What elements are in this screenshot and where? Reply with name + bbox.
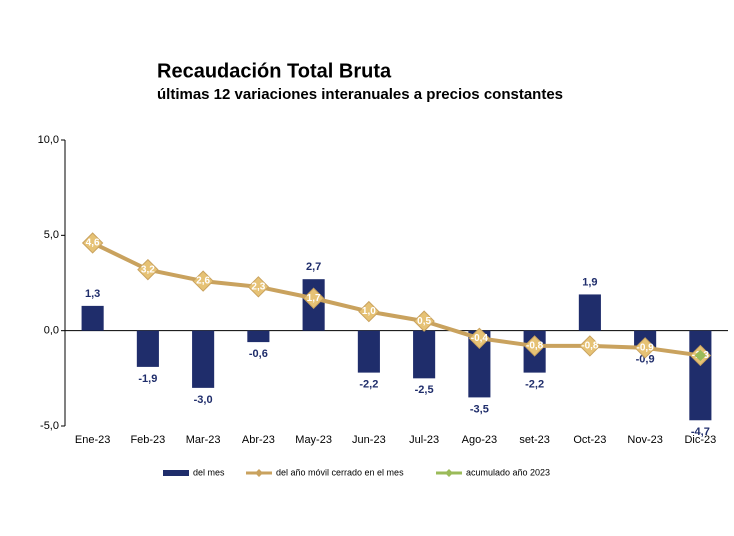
bar-label: -2,2 xyxy=(359,379,378,391)
marker xyxy=(192,270,214,292)
line-label: 1,7 xyxy=(307,293,321,304)
x-tick-label: Ene-23 xyxy=(75,434,110,446)
marker xyxy=(468,327,491,350)
bar-label: -2,5 xyxy=(415,384,434,396)
x-tick-label: set-23 xyxy=(519,434,550,446)
bar xyxy=(81,305,104,331)
marker xyxy=(523,335,546,357)
marker xyxy=(634,337,656,359)
x-tick-label: Ago-23 xyxy=(462,434,497,446)
marker xyxy=(302,287,325,309)
bar-label: 1,9 xyxy=(582,276,597,288)
x-tick-label: Mar-23 xyxy=(186,434,221,446)
x-tick-label: Oct-23 xyxy=(573,434,606,446)
x-tick-label: Feb-23 xyxy=(130,434,165,446)
line-label: -0,9 xyxy=(637,342,655,353)
y-tick-label: 0,0 xyxy=(44,325,59,337)
bar xyxy=(468,330,491,398)
y-tick-label: -5,0 xyxy=(40,420,59,432)
marker xyxy=(413,310,435,332)
line-label: 2,6 xyxy=(196,276,210,287)
x-tick-label: Jun-23 xyxy=(352,434,386,446)
y-tick-label: 10,0 xyxy=(38,134,59,146)
x-tick-label: Nov-23 xyxy=(627,434,662,446)
legend-label: acumulado año 2023 xyxy=(466,467,550,477)
chart-title: Recaudación Total Bruta xyxy=(157,60,392,82)
bar-label: 2,7 xyxy=(306,261,321,273)
marker xyxy=(694,349,707,362)
line-label: -0,8 xyxy=(581,341,599,352)
legend-swatch xyxy=(163,470,189,476)
bar-label: -3,0 xyxy=(194,394,213,406)
bar xyxy=(192,330,215,388)
bar-label: -3,5 xyxy=(470,403,489,415)
line-label: 3,2 xyxy=(141,264,155,275)
legend-label: del mes xyxy=(193,467,225,477)
legend-marker xyxy=(445,469,453,477)
bar xyxy=(689,330,712,421)
marker xyxy=(137,258,159,281)
legend-marker xyxy=(255,469,263,477)
bar xyxy=(247,330,270,343)
bar xyxy=(413,330,436,379)
chart-subtitle: últimas 12 variaciones interanuales a pr… xyxy=(157,86,563,103)
line-label: -0,4 xyxy=(471,333,489,344)
x-tick-label: Jul-23 xyxy=(409,434,439,446)
x-tick-label: Abr-23 xyxy=(242,434,275,446)
line-label: 2,3 xyxy=(251,281,265,292)
x-tick-label: Dic-23 xyxy=(684,434,716,446)
bar-label: -0,9 xyxy=(636,354,655,366)
bar-label: 1,3 xyxy=(85,288,100,300)
line-label: 4,6 xyxy=(86,238,100,249)
line xyxy=(91,241,701,358)
bar xyxy=(578,294,601,331)
bar-label: -2,2 xyxy=(525,379,544,391)
marker xyxy=(579,335,601,357)
y-tick-label: 5,0 xyxy=(44,229,59,241)
bar-label: -0,6 xyxy=(249,348,268,360)
bar xyxy=(136,330,159,367)
line-label: 0,5 xyxy=(417,316,431,327)
marker xyxy=(81,232,104,254)
bar xyxy=(357,330,380,373)
line-label: 1,0 xyxy=(362,306,376,317)
marker xyxy=(247,276,270,298)
line-label: -0,8 xyxy=(526,341,544,352)
bar-label: -4,7 xyxy=(691,426,710,438)
x-tick-label: May-23 xyxy=(295,434,332,446)
legend-label: del año móvil cerrado en el mes xyxy=(276,467,404,477)
bar-label: -1,9 xyxy=(138,373,157,385)
marker xyxy=(358,300,380,323)
